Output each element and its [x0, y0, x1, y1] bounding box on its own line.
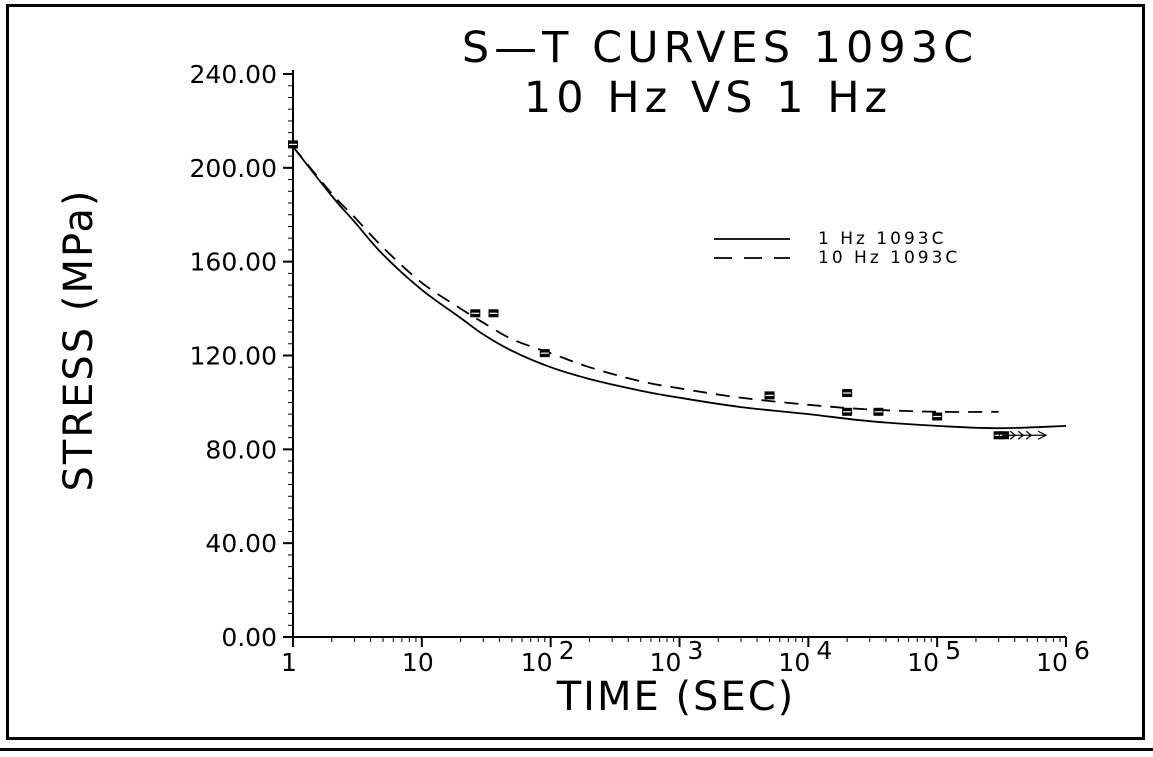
runout-arrow-tip	[1037, 430, 1048, 440]
runout-arrow-head	[1025, 430, 1033, 440]
x-tick-exponent: 2	[559, 636, 575, 665]
legend-label-1hz: 1 Hz 1093C	[818, 229, 946, 249]
chart-frame	[6, 4, 1145, 740]
runout-arrow-head	[1017, 430, 1025, 440]
bottom-rule	[0, 748, 1153, 751]
y-tick-label: 40.00	[205, 529, 277, 558]
series-1hz-curve	[292, 146, 1067, 430]
x-tick-label: 10	[650, 648, 682, 677]
x-tick-label: 10	[521, 648, 553, 677]
x-tick-exponent: 3	[688, 636, 704, 665]
y-tick-label: 200.00	[190, 154, 277, 183]
x-axis-title: TIME (SEC)	[556, 674, 796, 720]
y-axis-title: STRESS (MPa)	[56, 189, 102, 492]
x-tick-exponent: 4	[816, 636, 832, 665]
legend-label-10hz: 10 Hz 1093C	[818, 248, 960, 268]
x-tick-label: 10	[907, 648, 939, 677]
chart-title-line-1: S—T CURVES 1093C	[462, 23, 978, 73]
y-tick-label: 160.00	[190, 248, 277, 277]
x-tick-exponent: 5	[945, 636, 961, 665]
series-10hz-curve	[292, 146, 999, 413]
y-tick-label: 80.00	[205, 435, 277, 464]
x-tick-label: 10	[778, 648, 810, 677]
chart-title-line-2: 10 Hz VS 1 Hz	[524, 73, 892, 123]
x-tick-label: 10	[1036, 648, 1068, 677]
x-tick-label: 1	[281, 648, 297, 677]
runout-arrow-head	[1009, 430, 1017, 440]
x-tick-exponent: 6	[1074, 636, 1090, 665]
x-tick-label: 10	[402, 648, 434, 677]
y-tick-label: 120.00	[190, 342, 277, 371]
y-tick-label: 240.00	[190, 60, 277, 89]
y-tick-label: 0.00	[221, 623, 277, 652]
